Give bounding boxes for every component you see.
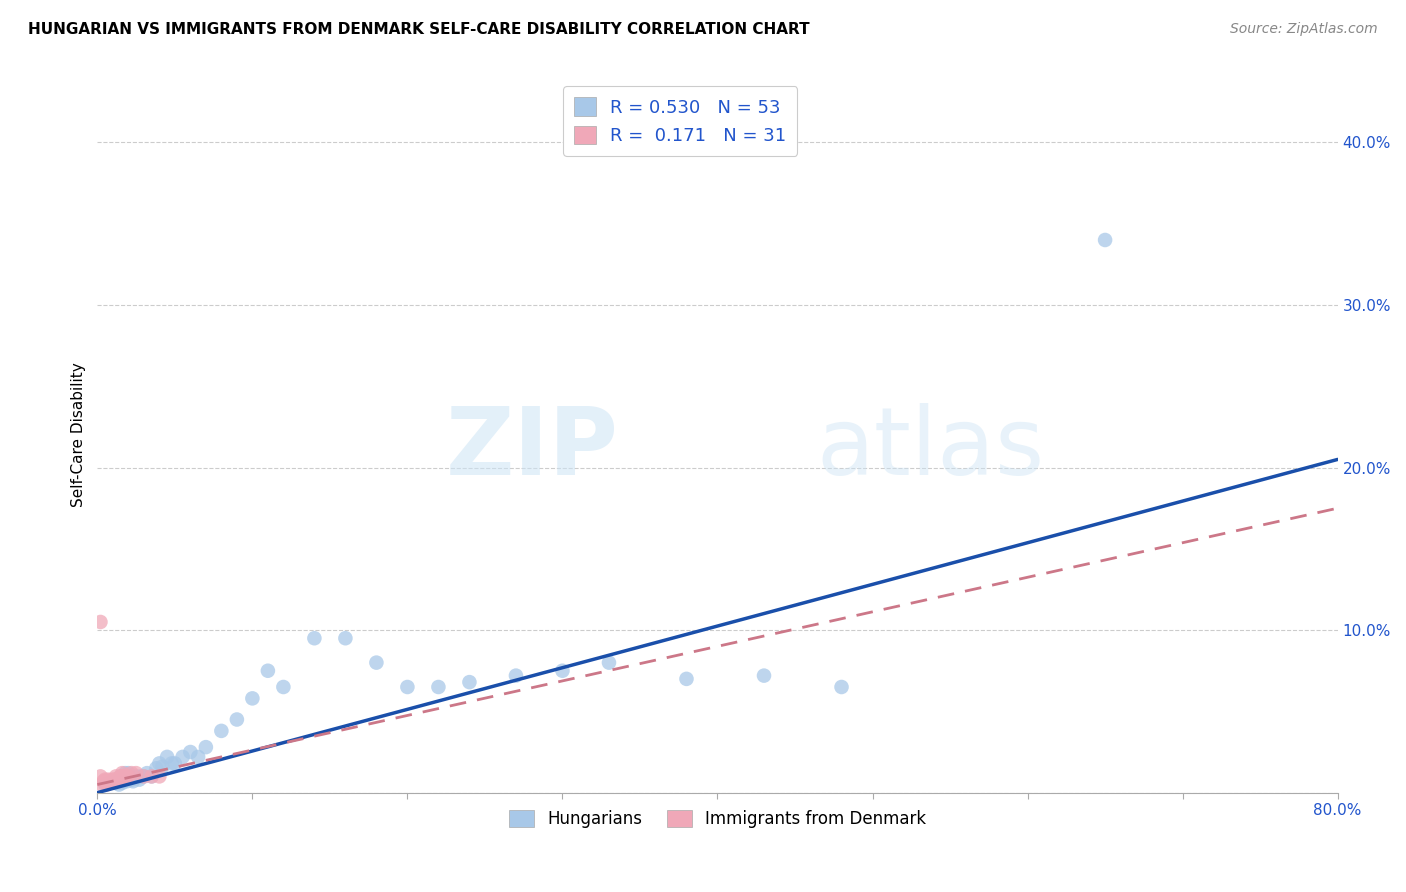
Point (396, 680, 419, 694)
Point (366, 656, 388, 670)
Point (172, 750, 194, 764)
Point (97, 772, 120, 787)
Point (598, 656, 620, 670)
Point (110, 769, 132, 783)
Point (98, 774, 121, 789)
Point (427, 680, 450, 694)
Point (91, 778, 114, 792)
Point (103, 772, 125, 787)
Point (132, 769, 155, 783)
Point (101, 774, 124, 789)
Point (148, 769, 170, 783)
Point (458, 675, 481, 690)
Point (104, 774, 127, 789)
Point (273, 680, 295, 694)
Point (115, 774, 138, 789)
Text: atlas: atlas (817, 403, 1045, 495)
Y-axis label: Self-Care Disability: Self-Care Disability (72, 363, 86, 508)
Point (125, 769, 148, 783)
Point (100, 774, 122, 789)
Point (551, 664, 574, 678)
Point (101, 772, 124, 787)
Point (304, 632, 326, 646)
Point (110, 772, 132, 787)
Point (111, 766, 134, 780)
Point (335, 632, 357, 646)
Text: Source: ZipAtlas.com: Source: ZipAtlas.com (1230, 22, 1378, 37)
Point (115, 769, 138, 783)
Point (242, 691, 264, 706)
Point (122, 774, 145, 789)
Point (132, 769, 155, 783)
Point (128, 772, 150, 787)
Point (179, 745, 201, 759)
Point (257, 664, 280, 678)
Point (145, 761, 167, 775)
Point (1094, 233, 1116, 247)
Point (675, 672, 697, 686)
Point (98, 776, 121, 790)
Point (96, 778, 118, 792)
Point (152, 759, 174, 773)
Point (505, 668, 527, 682)
Point (108, 772, 131, 787)
Point (129, 769, 152, 783)
Legend: Hungarians, Immigrants from Denmark: Hungarians, Immigrants from Denmark (502, 803, 934, 834)
Point (209, 723, 232, 738)
Point (194, 740, 217, 755)
Point (120, 772, 142, 787)
Point (187, 750, 209, 764)
Point (107, 772, 129, 787)
Point (125, 766, 148, 780)
Point (111, 769, 134, 783)
Point (89, 769, 111, 783)
Point (136, 766, 159, 780)
Point (752, 668, 775, 682)
Text: ZIP: ZIP (446, 403, 619, 495)
Point (118, 772, 141, 787)
Point (104, 776, 127, 790)
Point (94, 772, 117, 787)
Point (141, 769, 163, 783)
Point (110, 769, 132, 783)
Point (117, 769, 139, 783)
Point (831, 680, 853, 694)
Point (117, 772, 139, 787)
Point (114, 772, 136, 787)
Point (98, 776, 121, 790)
Point (104, 769, 127, 783)
Point (156, 750, 179, 764)
Point (112, 769, 135, 783)
Point (120, 766, 142, 780)
Point (96, 774, 118, 789)
Text: HUNGARIAN VS IMMIGRANTS FROM DENMARK SELF-CARE DISABILITY CORRELATION CHART: HUNGARIAN VS IMMIGRANTS FROM DENMARK SEL… (28, 22, 810, 37)
Point (163, 756, 186, 771)
Point (101, 774, 124, 789)
Point (114, 769, 136, 783)
Point (94, 778, 117, 792)
Point (148, 756, 170, 771)
Point (141, 769, 163, 783)
Point (114, 766, 136, 780)
Point (225, 713, 247, 727)
Point (160, 756, 183, 771)
Point (111, 776, 134, 790)
Point (108, 778, 131, 792)
Point (89, 615, 111, 629)
Point (107, 774, 129, 789)
Point (125, 771, 148, 785)
Point (117, 766, 139, 780)
Point (112, 774, 135, 789)
Point (97, 776, 120, 790)
Point (93, 774, 115, 789)
